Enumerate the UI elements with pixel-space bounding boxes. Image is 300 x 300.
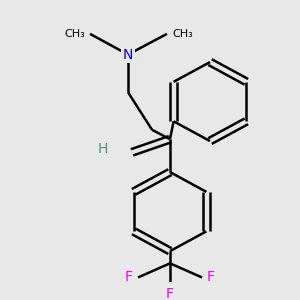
- Text: CH₃: CH₃: [172, 29, 193, 39]
- Text: H: H: [98, 142, 108, 156]
- Text: F: F: [166, 287, 174, 300]
- Text: F: F: [207, 270, 215, 284]
- Text: F: F: [125, 270, 133, 284]
- Text: N: N: [123, 47, 133, 61]
- Text: CH₃: CH₃: [64, 29, 85, 39]
